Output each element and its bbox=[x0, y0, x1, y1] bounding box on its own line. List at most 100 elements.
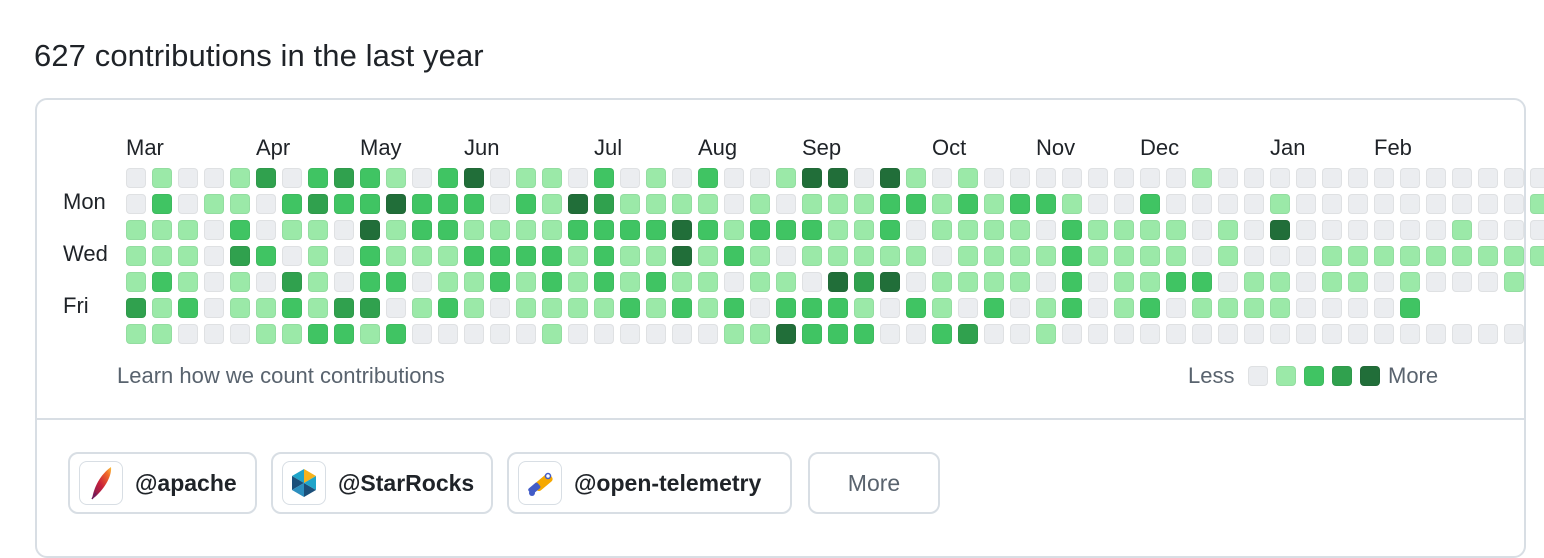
contribution-day-cell[interactable] bbox=[1322, 220, 1342, 240]
contribution-day-cell[interactable] bbox=[672, 324, 692, 344]
org-filter-starrocks-button[interactable]: @StarRocks bbox=[271, 452, 493, 514]
contribution-day-cell[interactable] bbox=[256, 194, 276, 214]
contribution-day-cell[interactable] bbox=[1244, 298, 1264, 318]
contribution-day-cell[interactable] bbox=[646, 168, 666, 188]
contribution-day-cell[interactable] bbox=[1400, 194, 1420, 214]
contribution-day-cell[interactable] bbox=[126, 246, 146, 266]
contribution-day-cell[interactable] bbox=[542, 324, 562, 344]
contribution-day-cell[interactable] bbox=[126, 324, 146, 344]
contribution-day-cell[interactable] bbox=[1374, 246, 1394, 266]
contribution-day-cell[interactable] bbox=[958, 220, 978, 240]
contribution-day-cell[interactable] bbox=[412, 168, 432, 188]
contribution-day-cell[interactable] bbox=[1426, 324, 1446, 344]
contribution-day-cell[interactable] bbox=[802, 168, 822, 188]
contribution-day-cell[interactable] bbox=[1036, 324, 1056, 344]
contribution-day-cell[interactable] bbox=[1036, 272, 1056, 292]
contribution-day-cell[interactable] bbox=[620, 298, 640, 318]
contribution-day-cell[interactable] bbox=[776, 168, 796, 188]
contribution-day-cell[interactable] bbox=[256, 168, 276, 188]
contribution-day-cell[interactable] bbox=[958, 298, 978, 318]
contribution-day-cell[interactable] bbox=[1296, 298, 1316, 318]
contribution-day-cell[interactable] bbox=[1036, 220, 1056, 240]
contribution-day-cell[interactable] bbox=[1166, 246, 1186, 266]
contribution-day-cell[interactable] bbox=[334, 168, 354, 188]
contribution-day-cell[interactable] bbox=[568, 298, 588, 318]
contribution-day-cell[interactable] bbox=[646, 246, 666, 266]
contribution-day-cell[interactable] bbox=[802, 194, 822, 214]
contribution-day-cell[interactable] bbox=[568, 194, 588, 214]
contribution-day-cell[interactable] bbox=[412, 246, 432, 266]
contribution-day-cell[interactable] bbox=[1270, 168, 1290, 188]
contribution-day-cell[interactable] bbox=[1478, 272, 1498, 292]
contribution-day-cell[interactable] bbox=[1504, 324, 1524, 344]
contribution-day-cell[interactable] bbox=[1296, 324, 1316, 344]
contribution-day-cell[interactable] bbox=[282, 246, 302, 266]
contribution-day-cell[interactable] bbox=[152, 324, 172, 344]
contribution-day-cell[interactable] bbox=[750, 246, 770, 266]
contribution-day-cell[interactable] bbox=[1426, 194, 1446, 214]
contribution-day-cell[interactable] bbox=[1374, 298, 1394, 318]
contribution-day-cell[interactable] bbox=[1374, 272, 1394, 292]
contribution-day-cell[interactable] bbox=[854, 194, 874, 214]
contribution-day-cell[interactable] bbox=[672, 298, 692, 318]
contribution-day-cell[interactable] bbox=[1296, 272, 1316, 292]
contribution-day-cell[interactable] bbox=[204, 168, 224, 188]
contribution-day-cell[interactable] bbox=[724, 324, 744, 344]
contribution-day-cell[interactable] bbox=[1400, 272, 1420, 292]
contribution-day-cell[interactable] bbox=[1010, 298, 1030, 318]
contribution-day-cell[interactable] bbox=[282, 220, 302, 240]
contribution-day-cell[interactable] bbox=[1244, 168, 1264, 188]
contribution-day-cell[interactable] bbox=[1348, 298, 1368, 318]
contribution-day-cell[interactable] bbox=[1296, 168, 1316, 188]
contribution-day-cell[interactable] bbox=[256, 246, 276, 266]
contribution-day-cell[interactable] bbox=[568, 168, 588, 188]
contribution-day-cell[interactable] bbox=[334, 298, 354, 318]
contribution-day-cell[interactable] bbox=[1114, 194, 1134, 214]
contribution-day-cell[interactable] bbox=[1348, 272, 1368, 292]
contribution-day-cell[interactable] bbox=[334, 324, 354, 344]
contribution-day-cell[interactable] bbox=[672, 246, 692, 266]
contribution-day-cell[interactable] bbox=[1166, 194, 1186, 214]
contribution-day-cell[interactable] bbox=[178, 220, 198, 240]
contribution-day-cell[interactable] bbox=[126, 220, 146, 240]
contribution-day-cell[interactable] bbox=[802, 272, 822, 292]
contribution-day-cell[interactable] bbox=[776, 324, 796, 344]
contribution-day-cell[interactable] bbox=[854, 220, 874, 240]
contribution-day-cell[interactable] bbox=[1192, 220, 1212, 240]
contribution-day-cell[interactable] bbox=[1426, 272, 1446, 292]
contribution-day-cell[interactable] bbox=[516, 194, 536, 214]
contribution-day-cell[interactable] bbox=[1348, 194, 1368, 214]
contribution-day-cell[interactable] bbox=[594, 272, 614, 292]
contribution-day-cell[interactable] bbox=[256, 324, 276, 344]
contribution-day-cell[interactable] bbox=[204, 194, 224, 214]
contribution-day-cell[interactable] bbox=[1114, 168, 1134, 188]
contribution-day-cell[interactable] bbox=[724, 298, 744, 318]
contribution-day-cell[interactable] bbox=[1140, 246, 1160, 266]
contribution-day-cell[interactable] bbox=[490, 324, 510, 344]
contribution-day-cell[interactable] bbox=[126, 168, 146, 188]
contribution-day-cell[interactable] bbox=[1114, 324, 1134, 344]
contribution-day-cell[interactable] bbox=[1400, 220, 1420, 240]
contribution-day-cell[interactable] bbox=[490, 298, 510, 318]
contribution-day-cell[interactable] bbox=[230, 168, 250, 188]
contribution-day-cell[interactable] bbox=[1088, 298, 1108, 318]
contribution-day-cell[interactable] bbox=[1504, 246, 1524, 266]
contribution-day-cell[interactable] bbox=[620, 324, 640, 344]
contribution-day-cell[interactable] bbox=[516, 220, 536, 240]
contribution-day-cell[interactable] bbox=[1218, 246, 1238, 266]
contribution-day-cell[interactable] bbox=[438, 298, 458, 318]
contribution-day-cell[interactable] bbox=[256, 272, 276, 292]
contribution-day-cell[interactable] bbox=[1270, 220, 1290, 240]
contribution-day-cell[interactable] bbox=[1062, 298, 1082, 318]
contribution-day-cell[interactable] bbox=[152, 246, 172, 266]
contribution-day-cell[interactable] bbox=[594, 194, 614, 214]
contribution-day-cell[interactable] bbox=[880, 298, 900, 318]
contribution-day-cell[interactable] bbox=[126, 194, 146, 214]
contribution-day-cell[interactable] bbox=[932, 220, 952, 240]
contribution-day-cell[interactable] bbox=[1270, 246, 1290, 266]
contribution-day-cell[interactable] bbox=[594, 246, 614, 266]
contribution-day-cell[interactable] bbox=[1010, 220, 1030, 240]
contribution-day-cell[interactable] bbox=[230, 220, 250, 240]
org-filter-open-telemetry-button[interactable]: @open-telemetry bbox=[507, 452, 792, 514]
contribution-day-cell[interactable] bbox=[152, 194, 172, 214]
